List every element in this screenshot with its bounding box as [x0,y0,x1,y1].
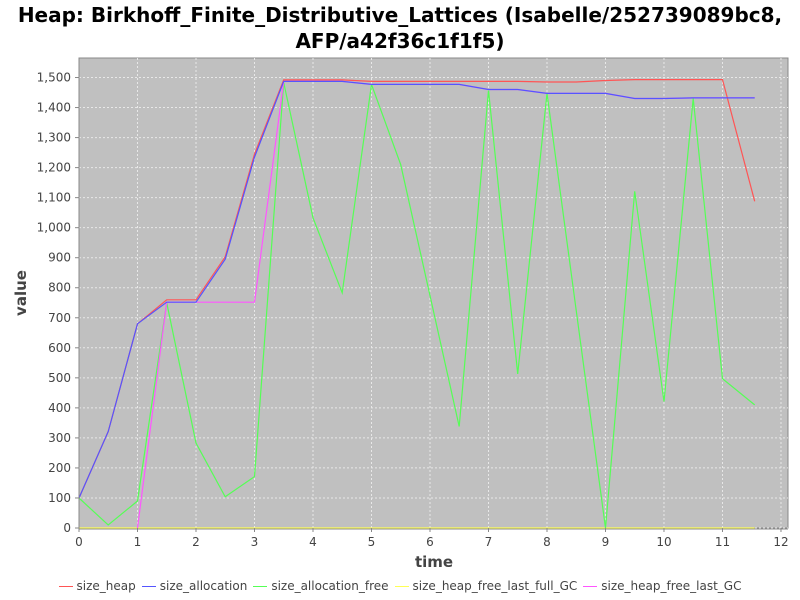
legend-label: size_allocation [159,579,248,593]
x-tick-label: 9 [602,535,610,549]
x-tick-label: 12 [773,535,788,549]
chart-title: Heap: Birkhoff_Finite_Distributive_Latti… [0,0,800,54]
x-axis-label: time [415,553,453,571]
y-tick-label: 300 [48,431,71,445]
plot-area [78,57,789,529]
axes: 0 1 2 3 4 5 6 7 8 9 10 11 12010020030040050060070080… [37,58,789,549]
x-tick-label: 3 [251,535,259,549]
chart-title-line-2: AFP/a42f36c1f1f5) [295,29,505,53]
y-tick-label: 500 [48,371,71,385]
series-line-size-heap [78,79,756,499]
legend-swatch [394,586,409,587]
legend-item: size_heap_free_last_full_GC [394,579,578,593]
x-tick-label: 2 [192,535,200,549]
legend-item: size_allocation_free [253,579,389,593]
legend-item: size_heap_free_last_GC [583,579,741,593]
y-tick-label: 0 [63,521,71,535]
legend: size_heap size_allocation size_allocation_… [0,579,800,593]
legend-item: size_heap [58,579,136,593]
x-tick-label: 4 [309,535,317,549]
y-tick-label: 100 [48,491,71,505]
x-tick-label: 0 [75,535,83,549]
legend-swatch [141,586,156,587]
y-tick-label: 1,000 [37,221,71,235]
y-tick-label: 700 [48,311,71,325]
legend-swatch [58,586,73,587]
y-tick-label: 600 [48,341,71,355]
x-tick-label: 7 [485,535,493,549]
legend-label: size_heap_free_last_GC [601,579,742,593]
y-tick-label: 1,500 [37,71,71,85]
y-axis-label: value [12,270,30,316]
y-tick-label: 1,100 [37,191,71,205]
x-tick-label: 8 [543,535,551,549]
legend-label: size_allocation_free [271,579,389,593]
chart-title-line-1: Heap: Birkhoff_Finite_Distributive_Latti… [17,3,783,27]
series-line-size-allocation-free [78,82,756,529]
x-tick-label: 6 [426,535,434,549]
y-tick-label: 1,200 [37,161,71,175]
series-lines [78,79,756,529]
x-tick-label: 10 [656,535,671,549]
legend-label: size_heap_free_last_full_GC [412,579,578,593]
y-tick-label: 400 [48,401,71,415]
legend-label: size_heap [76,579,136,593]
x-tick-label: 11 [715,535,730,549]
y-tick-label: 1,300 [37,131,71,145]
y-tick-label: 900 [48,251,71,265]
x-tick-label: 5 [368,535,376,549]
legend-item: size_allocation [141,579,248,593]
legend-swatch [253,586,268,587]
x-tick-label: 1 [134,535,142,549]
y-tick-label: 200 [48,461,71,475]
y-tick-label: 1,400 [37,101,71,115]
y-tick-label: 800 [48,281,71,295]
legend-swatch [583,586,598,587]
series-line-size-allocation [78,80,755,499]
